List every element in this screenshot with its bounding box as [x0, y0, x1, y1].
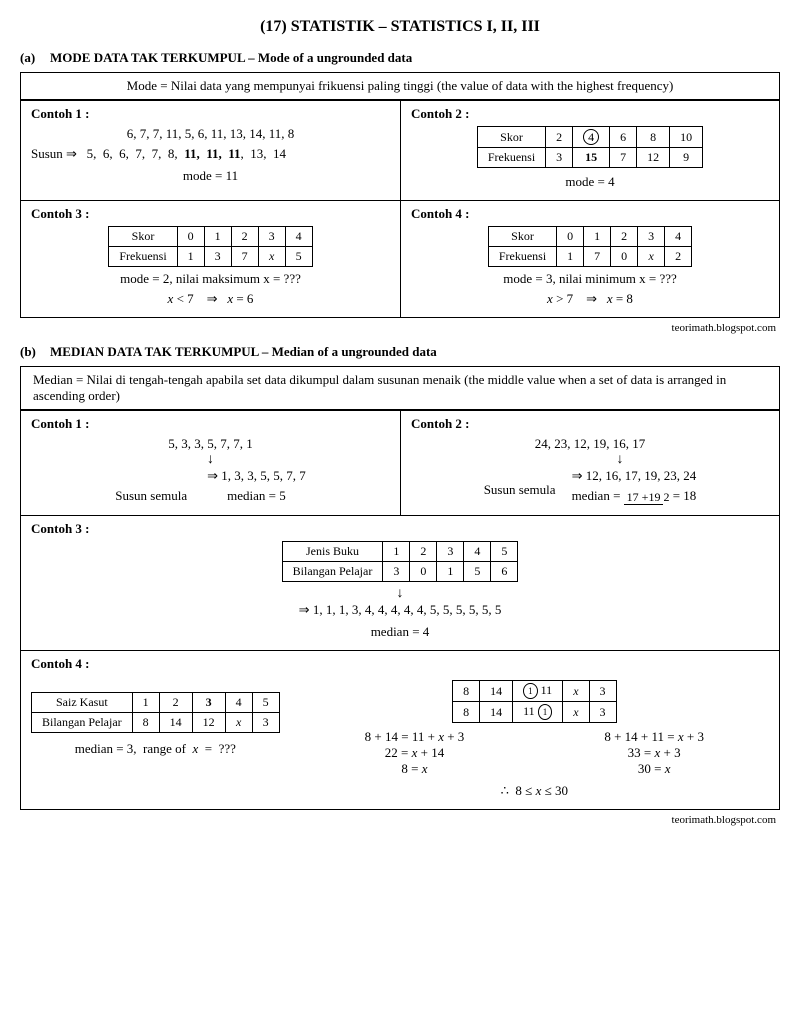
- median-c4-head: Contoh 4 :: [31, 656, 769, 672]
- contoh-4-line1: mode = 3, nilai minimum x = ???: [411, 271, 769, 287]
- arrow-down-icon: ↓: [411, 452, 769, 468]
- page-title: (17) STATISTIK – STATISTICS I, II, III: [20, 18, 780, 36]
- contoh-1-head: Contoh 1 :: [31, 106, 390, 122]
- median-c2-sorted: ⇒ 12, 16, 17, 19, 23, 24: [572, 468, 697, 484]
- median-c4-split-table: 8 14 1 11 x 3 8 14 11 1 x 3: [452, 680, 616, 723]
- contoh-1-data: 6, 7, 7, 11, 5, 6, 11, 13, 14, 11, 8: [31, 126, 390, 142]
- median-c4: Contoh 4 : Saiz Kasut 1 2 3 4 5 Bilangan…: [21, 650, 779, 809]
- median-c3-expanded: ⇒ 1, 1, 1, 3, 4, 4, 4, 4, 4, 5, 5, 5, 5,…: [31, 602, 769, 618]
- contoh-4-table: Skor 0 1 2 3 4 Frekuensi 1 7 0 x 2: [488, 226, 692, 267]
- arrow-down-icon: ↓: [31, 586, 769, 602]
- median-c3-result: median = 4: [31, 624, 769, 640]
- contoh-1: Contoh 1 : 6, 7, 7, 11, 5, 6, 11, 13, 14…: [21, 100, 400, 200]
- median-c2: Contoh 2 : 24, 23, 12, 19, 16, 17 ↓ Susu…: [400, 410, 779, 515]
- section-a-label: (a): [20, 50, 50, 66]
- median-c2-head: Contoh 2 :: [411, 416, 769, 432]
- section-b-label: (b): [20, 344, 50, 360]
- contoh-1-susun: Susun ⇒ 5, 6, 6, 7, 7, 8, 11, 11, 11, 13…: [31, 146, 390, 162]
- median-c2-data: 24, 23, 12, 19, 16, 17: [411, 436, 769, 452]
- contoh-3: Contoh 3 : Skor 0 1 2 3 4 Frekuensi 1 3 …: [21, 200, 400, 317]
- contoh-4-head: Contoh 4 :: [411, 206, 769, 222]
- arrow-down-icon: ↓: [31, 452, 390, 468]
- median-c1-result: median = 5: [207, 488, 306, 504]
- contoh-2-mode: mode = 4: [411, 174, 769, 190]
- contoh-2: Contoh 2 : Skor 2 4 6 8 10 Frekuensi 3 1…: [400, 100, 779, 200]
- skor-label: Skor: [477, 127, 545, 148]
- blog-credit-2: teorimath.blogspot.com: [24, 814, 776, 826]
- median-c3-table: Jenis Buku 1 2 3 4 5 Bilangan Pelajar 3 …: [282, 541, 519, 582]
- median-c2-result: median = 17 +192 = 18: [572, 488, 697, 505]
- contoh-4: Contoh 4 : Skor 0 1 2 3 4 Frekuensi 1 7 …: [400, 200, 779, 317]
- median-c1: Contoh 1 : 5, 3, 3, 5, 7, 7, 1 ↓ Susun s…: [21, 410, 400, 515]
- contoh-3-line1: mode = 2, nilai maksimum x = ???: [31, 271, 390, 287]
- section-b-title: MEDIAN DATA TAK TERKUMPUL – Median of a …: [50, 344, 437, 360]
- median-c4-answer: ∴ 8 ≤ x ≤ 30: [300, 783, 769, 799]
- contoh-2-table: Skor 2 4 6 8 10 Frekuensi 3 15 7 12 9: [477, 126, 703, 168]
- section-b-header: (b) MEDIAN DATA TAK TERKUMPUL – Median o…: [20, 344, 780, 360]
- contoh-3-table: Skor 0 1 2 3 4 Frekuensi 1 3 7 x 5: [108, 226, 312, 267]
- section-a-title: MODE DATA TAK TERKUMPUL – Mode of a ungr…: [50, 50, 412, 66]
- median-c1-sorted: ⇒ 1, 3, 3, 5, 5, 7, 7: [207, 468, 306, 484]
- contoh-3-line2: x < 7 ⇒ x = 6: [31, 291, 390, 307]
- median-c3: Contoh 3 : Jenis Buku 1 2 3 4 5 Bilangan…: [21, 515, 779, 650]
- susun-label: Susun semula: [484, 482, 556, 498]
- median-box: Median = Nilai di tengah-tengah apabila …: [20, 366, 780, 810]
- susun-label: Susun semula: [115, 488, 187, 504]
- contoh-1-mode: mode = 11: [31, 168, 390, 184]
- median-definition: Median = Nilai di tengah-tengah apabila …: [21, 367, 779, 410]
- mode-box: Mode = Nilai data yang mempunyai frikuen…: [20, 72, 780, 318]
- median-c1-data: 5, 3, 3, 5, 7, 7, 1: [31, 436, 390, 452]
- freq-label: Frekuensi: [477, 148, 545, 168]
- section-a-header: (a) MODE DATA TAK TERKUMPUL – Mode of a …: [20, 50, 780, 66]
- median-c4-table: Saiz Kasut 1 2 3 4 5 Bilangan Pelajar 8 …: [31, 692, 280, 733]
- contoh-3-head: Contoh 3 :: [31, 206, 390, 222]
- contoh-4-line2: x > 7 ⇒ x = 8: [411, 291, 769, 307]
- blog-credit-1: teorimath.blogspot.com: [24, 322, 776, 334]
- contoh-2-head: Contoh 2 :: [411, 106, 769, 122]
- median-c3-head: Contoh 3 :: [31, 521, 769, 537]
- mode-definition: Mode = Nilai data yang mempunyai frikuen…: [21, 73, 779, 100]
- median-c1-head: Contoh 1 :: [31, 416, 390, 432]
- median-c4-working: 8 + 14 = 11 + x + 3 22 = x + 14 8 = x 8 …: [300, 729, 769, 777]
- median-c4-question: median = 3, range of x = ???: [31, 741, 280, 757]
